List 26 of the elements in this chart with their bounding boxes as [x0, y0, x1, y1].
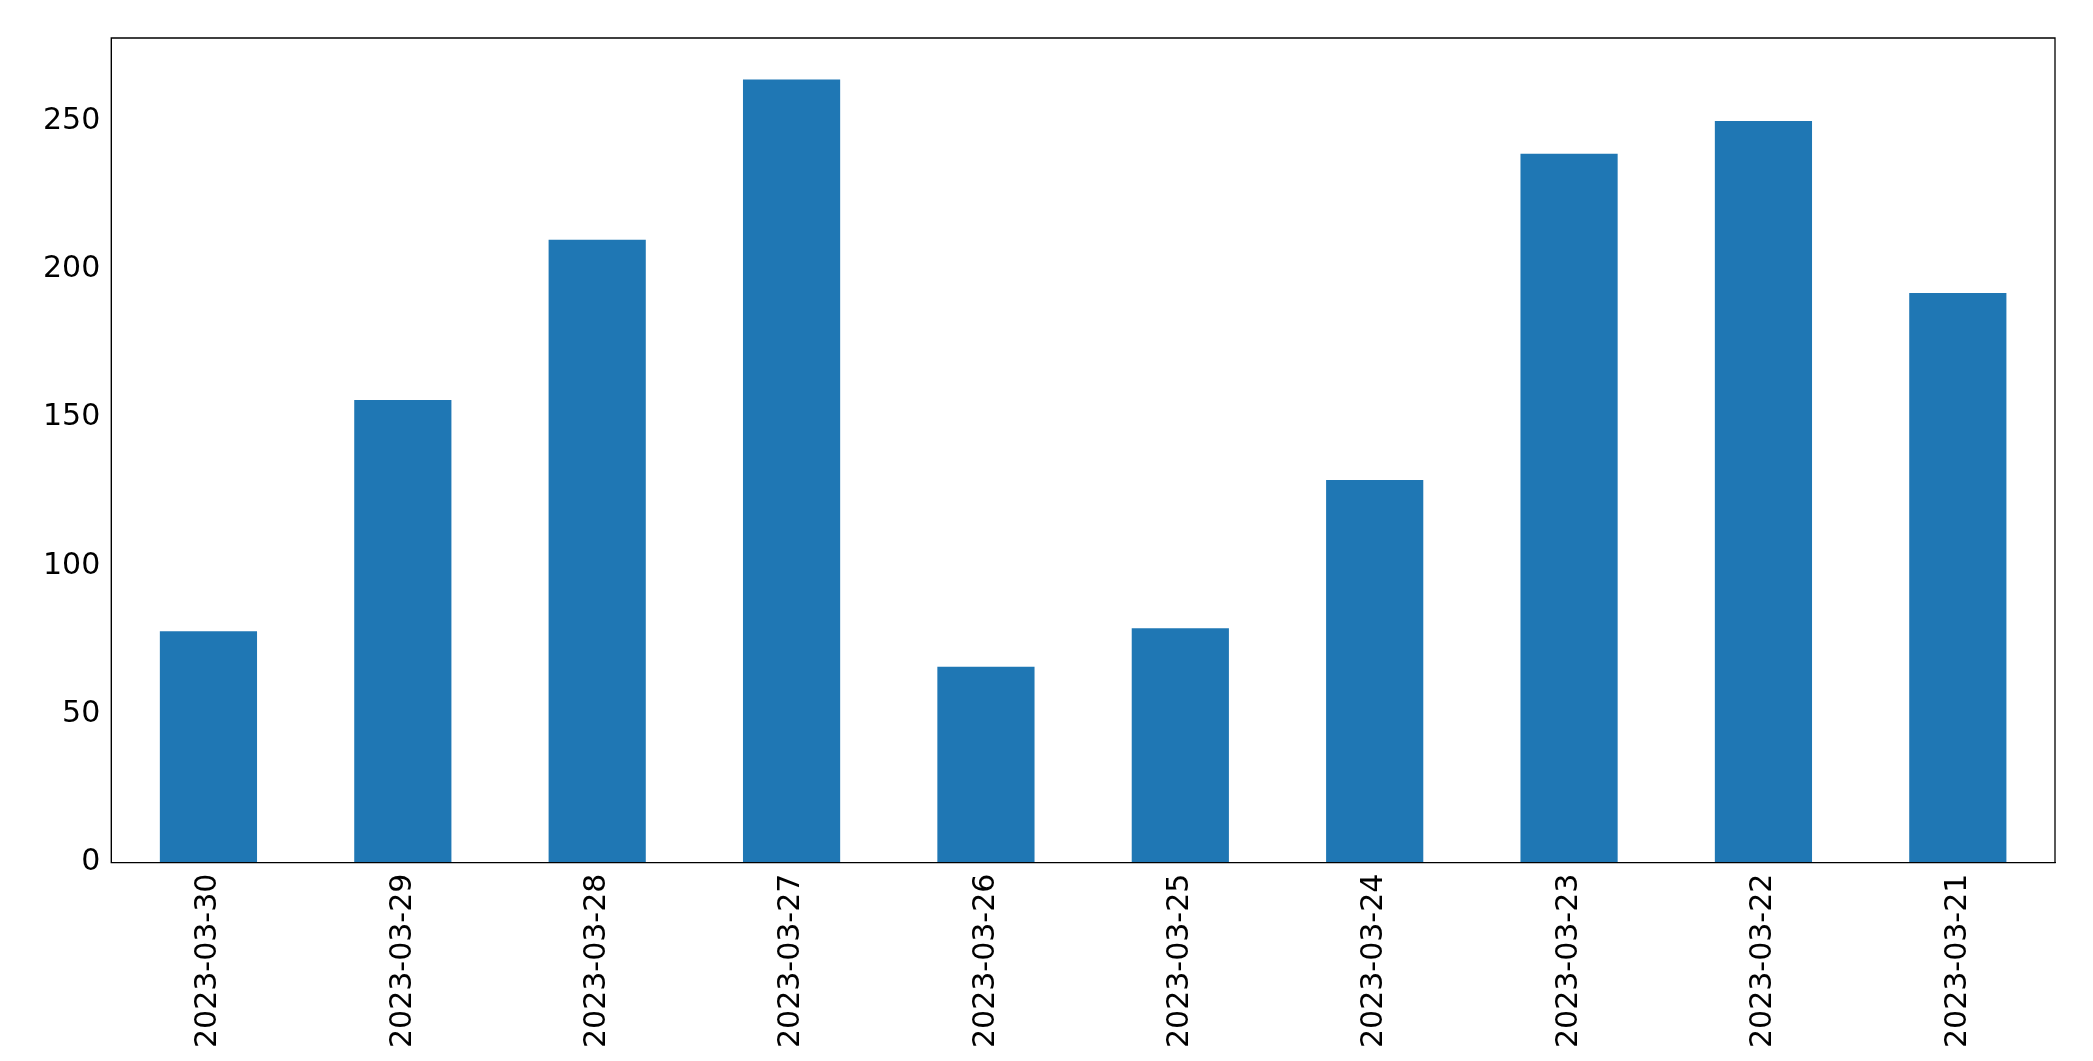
y-tick-label: 150: [43, 397, 101, 433]
x-tick-label: 2023-03-24: [1354, 873, 1390, 1049]
x-tick-label: 2023-03-26: [965, 873, 1001, 1049]
x-tick-label: 2023-03-28: [576, 873, 612, 1049]
bar: [1714, 121, 1813, 863]
bar: [742, 79, 841, 863]
x-tick-label: 2023-03-23: [1548, 873, 1584, 1049]
x-tick-label: 2023-03-25: [1160, 873, 1196, 1049]
bar: [354, 399, 452, 863]
bar: [1131, 628, 1229, 863]
y-tick-label: 50: [62, 694, 101, 730]
y-tick-label: 0: [81, 842, 101, 878]
x-tick-label: 2023-03-30: [188, 873, 224, 1049]
bar: [1520, 153, 1618, 863]
bar: [548, 239, 646, 863]
y-tick-label: 200: [43, 249, 101, 285]
x-tick-label: 2023-03-22: [1743, 873, 1779, 1049]
y-tick-label: 100: [43, 545, 101, 581]
bar: [159, 631, 258, 863]
bar: [937, 666, 1035, 863]
bar: [1909, 293, 2007, 863]
x-tick-label: 2023-03-21: [1937, 873, 1973, 1049]
bar: [1326, 479, 1424, 863]
y-tick-label: 250: [43, 100, 101, 136]
x-tick-label: 2023-03-27: [771, 873, 807, 1049]
x-tick-label: 2023-03-29: [382, 873, 418, 1049]
